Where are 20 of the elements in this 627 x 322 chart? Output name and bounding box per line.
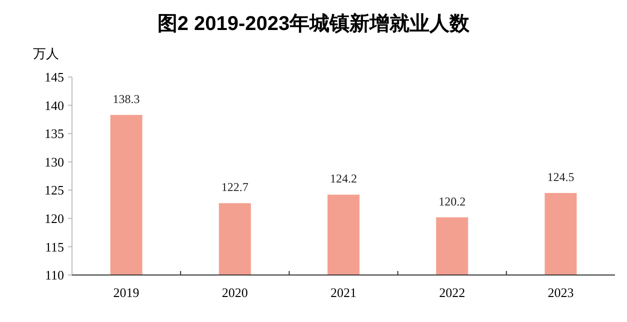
- chart-title: 图2 2019-2023年城镇新增就业人数: [157, 12, 471, 35]
- y-tick-label: 130: [44, 154, 64, 170]
- data-label: 122.7: [221, 180, 248, 194]
- y-axis-title: 万人: [33, 46, 59, 61]
- y-tick-label: 145: [44, 70, 64, 85]
- x-tick-label: 2021: [330, 285, 356, 300]
- data-label: 124.5: [547, 170, 574, 184]
- y-tick-label: 140: [44, 98, 64, 113]
- data-label: 124.2: [330, 172, 357, 186]
- x-tick-label: 2020: [222, 285, 248, 300]
- data-label: 138.3: [112, 92, 140, 106]
- x-tick-label: 2022: [439, 285, 466, 300]
- y-tick-label: 125: [44, 182, 64, 198]
- data-label: 120.2: [438, 194, 466, 208]
- x-tick-label: 2023: [548, 285, 574, 300]
- y-tick-label: 120: [44, 210, 64, 226]
- y-tick-label: 135: [44, 126, 64, 142]
- y-tick-label: 110: [44, 268, 64, 283]
- y-tick-label: 115: [44, 239, 64, 254]
- x-tick-label: 2019: [113, 285, 140, 300]
